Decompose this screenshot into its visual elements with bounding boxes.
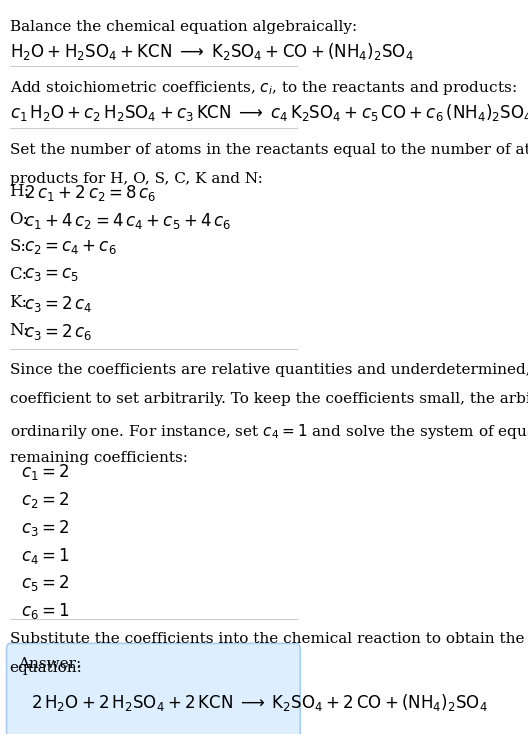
Text: remaining coefficients:: remaining coefficients: (10, 451, 187, 465)
Text: Set the number of atoms in the reactants equal to the number of atoms in the: Set the number of atoms in the reactants… (10, 143, 528, 156)
Text: Answer:: Answer: (17, 658, 81, 672)
Text: Balance the chemical equation algebraically:: Balance the chemical equation algebraica… (10, 20, 357, 34)
Text: $c_1\,\mathrm{H_2O} + c_2\,\mathrm{H_2SO_4} + c_3\,\mathrm{KCN} \;\longrightarro: $c_1\,\mathrm{H_2O} + c_2\,\mathrm{H_2SO… (10, 102, 528, 123)
Text: $c_3 = 2\,c_6$: $c_3 = 2\,c_6$ (24, 322, 92, 342)
Text: $c_6 = 1$: $c_6 = 1$ (21, 601, 69, 621)
Text: H:: H: (10, 183, 30, 200)
Text: K:: K: (10, 294, 27, 311)
Text: equation:: equation: (10, 661, 82, 675)
Text: coefficient to set arbitrarily. To keep the coefficients small, the arbitrary va: coefficient to set arbitrarily. To keep … (10, 393, 528, 407)
Text: $c_1 = 2$: $c_1 = 2$ (21, 463, 69, 483)
Text: S:: S: (10, 238, 26, 255)
Text: N:: N: (10, 322, 29, 339)
Text: $c_1 + 4\,c_2 = 4\,c_4 + c_5 + 4\,c_6$: $c_1 + 4\,c_2 = 4\,c_4 + c_5 + 4\,c_6$ (24, 210, 231, 231)
Text: $\mathrm{H_2O + H_2SO_4 + KCN \;\longrightarrow\; K_2SO_4 + CO + (NH_4)_2SO_4}$: $\mathrm{H_2O + H_2SO_4 + KCN \;\longrig… (10, 41, 413, 62)
Text: $c_4 = 1$: $c_4 = 1$ (21, 545, 69, 565)
Text: $c_3 = c_5$: $c_3 = c_5$ (24, 266, 79, 283)
Text: ordinarily one. For instance, set $c_4 = 1$ and solve the system of equations fo: ordinarily one. For instance, set $c_4 =… (10, 421, 528, 441)
Text: $c_2 = c_4 + c_6$: $c_2 = c_4 + c_6$ (24, 238, 116, 256)
Text: Add stoichiometric coefficients, $c_i$, to the reactants and products:: Add stoichiometric coefficients, $c_i$, … (10, 78, 516, 97)
Text: O:: O: (10, 210, 29, 227)
Text: products for H, O, S, C, K and N:: products for H, O, S, C, K and N: (10, 172, 262, 186)
Text: $2\,c_1 + 2\,c_2 = 8\,c_6$: $2\,c_1 + 2\,c_2 = 8\,c_6$ (24, 183, 156, 203)
Text: $c_5 = 2$: $c_5 = 2$ (21, 573, 69, 593)
Text: Substitute the coefficients into the chemical reaction to obtain the balanced: Substitute the coefficients into the che… (10, 632, 528, 646)
Text: $2\,\mathrm{H_2O} + 2\,\mathrm{H_2SO_4} + 2\,\mathrm{KCN} \;\longrightarrow\; \m: $2\,\mathrm{H_2O} + 2\,\mathrm{H_2SO_4} … (31, 692, 488, 712)
FancyBboxPatch shape (6, 644, 300, 738)
Text: $c_3 = 2\,c_4$: $c_3 = 2\,c_4$ (24, 294, 92, 314)
Text: Since the coefficients are relative quantities and underdetermined, choose a: Since the coefficients are relative quan… (10, 363, 528, 377)
Text: $c_2 = 2$: $c_2 = 2$ (21, 490, 69, 510)
Text: C:: C: (10, 266, 28, 283)
Text: $c_3 = 2$: $c_3 = 2$ (21, 518, 69, 538)
